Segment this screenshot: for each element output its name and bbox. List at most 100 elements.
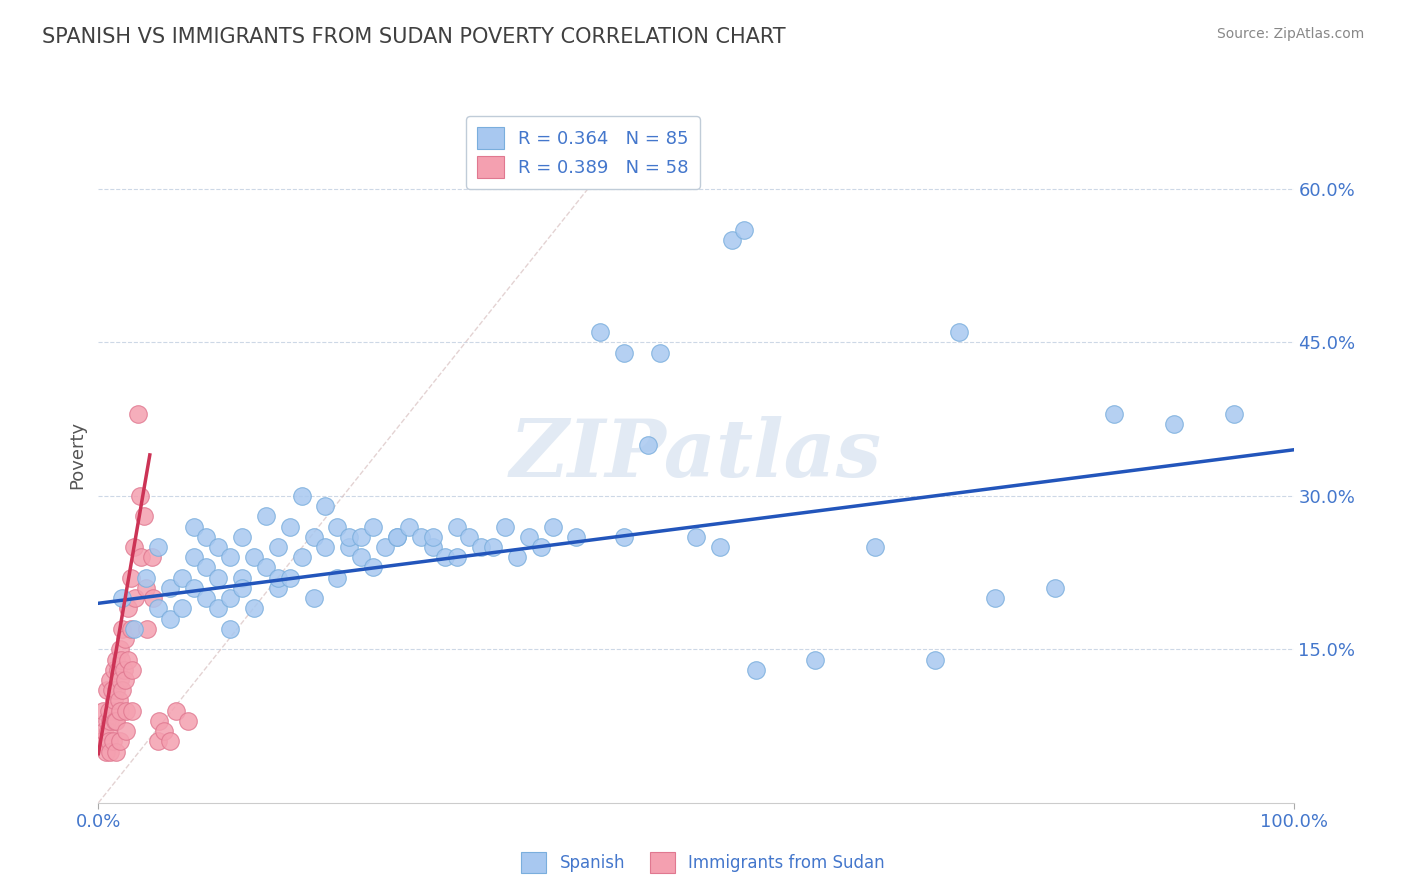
Point: [127, 407, 149, 421]
Point: [613, 530, 636, 544]
Point: [103, 693, 125, 707]
Point: [135, 571, 157, 585]
Point: [183, 550, 205, 565]
Point: [101, 704, 124, 718]
Point: [984, 591, 1007, 606]
Point: [326, 519, 349, 533]
Point: [613, 345, 636, 359]
Point: [120, 571, 142, 585]
Point: [637, 438, 659, 452]
Point: [194, 530, 218, 544]
Point: [91, 704, 114, 718]
Point: [278, 571, 301, 585]
Point: [326, 571, 349, 585]
Point: [112, 663, 135, 677]
Point: [98, 745, 122, 759]
Point: [172, 571, 194, 585]
Point: [924, 652, 946, 666]
Point: [721, 233, 744, 247]
Point: [94, 745, 117, 759]
Point: [107, 663, 129, 677]
Point: [121, 704, 143, 718]
Point: [110, 652, 132, 666]
Point: [124, 622, 146, 636]
Point: [108, 734, 131, 748]
Point: [254, 560, 277, 574]
Point: [115, 704, 138, 718]
Point: [948, 325, 970, 339]
Point: [863, 540, 887, 554]
Point: [172, 601, 194, 615]
Point: [315, 499, 337, 513]
Text: Source: ZipAtlas.com: Source: ZipAtlas.com: [1216, 27, 1364, 41]
Point: [194, 591, 218, 606]
Point: [98, 704, 121, 718]
Point: [124, 540, 146, 554]
Point: [433, 550, 456, 565]
Point: [136, 622, 159, 636]
Point: [159, 612, 181, 626]
Point: [374, 540, 396, 554]
Point: [363, 519, 385, 533]
Point: [565, 530, 588, 544]
Point: [709, 540, 731, 554]
Point: [458, 530, 481, 544]
Point: [446, 550, 468, 565]
Point: [183, 519, 205, 533]
Point: [194, 560, 218, 574]
Point: [267, 540, 290, 554]
Point: [231, 571, 253, 585]
Point: [506, 550, 529, 565]
Point: [98, 714, 122, 728]
Point: [121, 663, 143, 677]
Point: [529, 540, 551, 554]
Point: [350, 550, 373, 565]
Point: [98, 673, 122, 687]
Point: [93, 724, 115, 739]
Point: [105, 745, 128, 759]
Point: [231, 581, 253, 595]
Point: [117, 652, 139, 666]
Point: [517, 530, 540, 544]
Point: [733, 223, 755, 237]
Legend: R = 0.364   N = 85, R = 0.389   N = 58: R = 0.364 N = 85, R = 0.389 N = 58: [465, 116, 700, 189]
Legend: Spanish, Immigrants from Sudan: Spanish, Immigrants from Sudan: [515, 846, 891, 880]
Text: SPANISH VS IMMIGRANTS FROM SUDAN POVERTY CORRELATION CHART: SPANISH VS IMMIGRANTS FROM SUDAN POVERTY…: [42, 27, 786, 46]
Y-axis label: Poverty: Poverty: [69, 421, 87, 489]
Point: [589, 325, 612, 339]
Point: [131, 550, 153, 565]
Point: [108, 642, 131, 657]
Point: [219, 622, 242, 636]
Point: [1222, 407, 1246, 421]
Point: [91, 734, 114, 748]
Point: [278, 519, 301, 533]
Point: [148, 601, 170, 615]
Point: [219, 550, 242, 565]
Point: [142, 591, 165, 606]
Point: [111, 591, 134, 606]
Point: [96, 714, 118, 728]
Point: [117, 601, 139, 615]
Point: [165, 704, 187, 718]
Text: ZIPatlas: ZIPatlas: [510, 417, 882, 493]
Point: [267, 581, 290, 595]
Point: [129, 489, 152, 503]
Point: [745, 663, 768, 677]
Point: [207, 540, 229, 554]
Point: [98, 734, 121, 748]
Point: [339, 540, 360, 554]
Point: [648, 345, 672, 359]
Point: [1043, 581, 1066, 595]
Point: [101, 734, 124, 748]
Point: [132, 509, 155, 524]
Point: [243, 601, 266, 615]
Point: [243, 550, 266, 565]
Point: [177, 714, 200, 728]
Point: [153, 724, 176, 739]
Point: [385, 530, 409, 544]
Point: [108, 673, 131, 687]
Point: [231, 530, 253, 544]
Point: [124, 591, 146, 606]
Point: [115, 724, 138, 739]
Point: [363, 560, 385, 574]
